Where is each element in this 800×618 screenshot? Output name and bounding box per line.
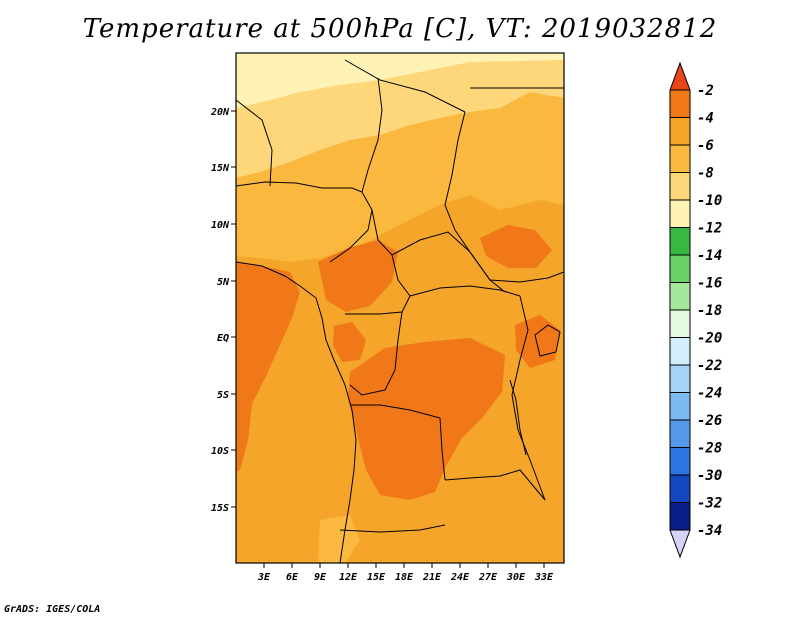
colorbar-swatch [669, 392, 691, 421]
colorbar-label: -4 [697, 111, 714, 127]
field-warm-west [236, 262, 300, 472]
colorbar-swatch [669, 364, 691, 393]
lon-tick-label: 33E [534, 572, 554, 583]
colorbar-bottom-arrow [669, 529, 691, 559]
colorbar-swatch [669, 447, 691, 476]
border-south-sudan [489, 271, 564, 283]
lat-tick-label: 20N [210, 107, 230, 118]
colorbar-swatch [669, 337, 691, 366]
field-warm-east [480, 225, 552, 268]
country-borders [236, 59, 564, 563]
lat-axis: 20N 15N 10N 5N EQ 5S 10S 15S [210, 107, 236, 514]
lat-tick-label: 10N [211, 220, 230, 231]
field-warm-southeast [515, 315, 560, 368]
colorbar-swatch [669, 419, 691, 448]
lon-tick-label: 27E [478, 572, 498, 583]
colorbar-swatch [669, 502, 691, 531]
lon-tick-label: 12E [339, 572, 358, 583]
lat-tick-label: 5N [217, 277, 230, 288]
colorbar-swatch [669, 227, 691, 256]
colorbar-swatch [669, 309, 691, 338]
colorbar-label: -32 [697, 496, 722, 512]
field-coldish-south [318, 515, 360, 563]
border-congo [349, 311, 403, 396]
lat-tick-label: 5S [217, 390, 229, 401]
colorbar-label: -6 [697, 138, 714, 154]
map-frame [235, 52, 565, 564]
lon-tick-label: 30E [506, 572, 526, 583]
colorbar-label: -28 [697, 441, 722, 457]
lake-victoria [534, 324, 561, 357]
lon-tick-label: 18E [395, 572, 414, 583]
field-warm-cameroon [318, 240, 398, 312]
field-warm-congo [348, 338, 505, 500]
colorbar-label: -18 [697, 303, 722, 319]
border-algeria-libya [236, 99, 273, 187]
colorbar-labels: -2 -4 -6 -8 -10 -12 -14 -16 -18 -20 -22 … [697, 83, 722, 539]
colorbar-swatch [669, 117, 691, 146]
colorbar-label: -24 [697, 386, 722, 402]
border-cameroon [345, 209, 411, 315]
colorbar-label: -10 [697, 193, 722, 209]
map-title: Temperature at 500hPa [C], VT: 201903281… [82, 14, 718, 44]
colorbar-label: -30 [697, 468, 722, 484]
lake-tanganyika [509, 379, 527, 456]
field-warm-gabon [333, 322, 366, 362]
colorbar-label: -20 [697, 331, 722, 347]
lon-tick-label: 9E [314, 572, 327, 583]
colorbar-swatch [669, 282, 691, 311]
lon-axis: 3E 6E 9E 12E 15E 18E 21E 24E 27E 30E 33E [257, 563, 554, 583]
colorbar-label: -16 [697, 276, 722, 292]
lat-tick-label: 15N [211, 163, 230, 174]
colorbar-label: -34 [697, 523, 722, 539]
colorbar-swatch [669, 199, 691, 228]
colorbar-top-arrow [669, 61, 691, 91]
colorbar-label: -12 [697, 221, 722, 237]
border-zambia [444, 469, 546, 501]
border-drc-north [409, 285, 521, 297]
lon-tick-label: 24E [450, 572, 470, 583]
colorbar-swatch [669, 474, 691, 503]
colorbar-label: -8 [697, 166, 714, 182]
lon-tick-label: 21E [422, 572, 442, 583]
grads-credit: GrADS: IGES/COLA [4, 604, 101, 615]
lat-tick-label: 15S [211, 503, 229, 514]
border-drc-angola [350, 404, 446, 481]
colorbar-label: -14 [697, 248, 722, 264]
coastline-west [236, 261, 357, 563]
colorbar-label: -22 [697, 358, 722, 374]
colorbar-swatch [669, 254, 691, 283]
border-east-lakes [511, 295, 546, 501]
lon-tick-label: 6E [286, 572, 299, 583]
colorbar-swatch [669, 89, 691, 118]
lat-tick-label: EQ [217, 333, 229, 344]
border-car [391, 231, 506, 293]
border-niger-chad [361, 77, 383, 193]
lon-tick-label: 15E [367, 572, 386, 583]
colorbar-swatch [669, 144, 691, 173]
lat-tick-label: 10S [211, 446, 229, 457]
border-libya-chad [344, 59, 466, 113]
temperature-field [236, 53, 564, 563]
colorbar [669, 61, 691, 559]
border-nigeria [236, 181, 373, 263]
colorbar-label: -26 [697, 413, 722, 429]
colorbar-swatch [669, 172, 691, 201]
lon-tick-label: 3E [257, 572, 271, 583]
field-coldest-strip [236, 53, 564, 108]
colorbar-label: -2 [697, 83, 714, 99]
border-angola-namibia [339, 524, 446, 533]
